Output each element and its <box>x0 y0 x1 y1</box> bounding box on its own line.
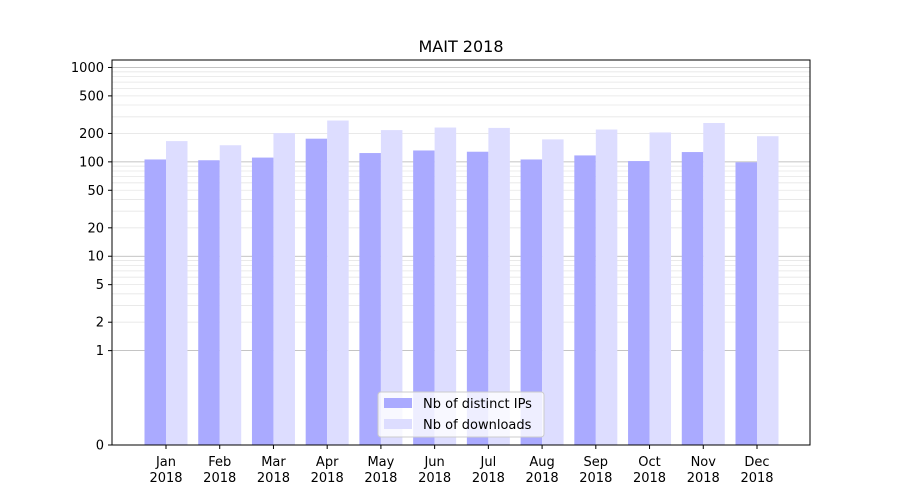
bar-downloads <box>595 129 618 446</box>
x-tick-label-year: 2018 <box>311 471 344 486</box>
legend-swatch <box>384 419 412 429</box>
bar-distinct-ips <box>251 157 274 446</box>
bar-distinct-ips <box>466 151 489 446</box>
x-tick-label-year: 2018 <box>740 471 773 486</box>
legend-box <box>377 391 545 438</box>
legend: Nb of distinct IPs Nb of downloads <box>377 391 545 438</box>
y-tick-label: 10 <box>87 250 104 265</box>
x-tick-label-year: 2018 <box>633 471 666 486</box>
x-tick-label-month: Apr <box>316 455 339 470</box>
x-tick-label-year: 2018 <box>418 471 451 486</box>
y-tick-label: 1000 <box>71 61 104 76</box>
bar-distinct-ips <box>198 160 220 445</box>
x-tick-label-year: 2018 <box>526 471 559 486</box>
bar-downloads <box>327 120 349 445</box>
x-tick-label-month: Sep <box>584 455 609 470</box>
x-tick-label-year: 2018 <box>149 471 182 486</box>
y-tick-label: 500 <box>79 89 104 104</box>
x-tick-label-month: Dec <box>744 455 769 470</box>
x-tick-label-year: 2018 <box>687 471 720 486</box>
bar-downloads <box>434 127 457 446</box>
bar-distinct-ips <box>144 159 166 445</box>
x-tick-label-month: Aug <box>529 455 554 470</box>
y-tick-label: 50 <box>87 184 104 199</box>
y-tick-label: 100 <box>79 155 104 170</box>
x-tick-label-month: May <box>367 455 394 470</box>
bar-distinct-ips <box>359 153 381 445</box>
bar-downloads <box>380 130 403 445</box>
y-tick-label: 0 <box>96 439 104 454</box>
y-tick-label: 5 <box>96 278 104 293</box>
bar-distinct-ips <box>681 152 704 445</box>
bar-distinct-ips <box>735 162 757 445</box>
x-tick-label-year: 2018 <box>203 471 236 486</box>
bar-downloads <box>703 123 725 445</box>
x-tick-label-month: Jan <box>155 455 176 470</box>
plot-frame <box>111 59 811 446</box>
y-tick-label: 1 <box>96 344 104 359</box>
x-tick-label-month: Feb <box>208 455 231 470</box>
x-tick-label-month: Oct <box>638 455 660 470</box>
legend-label: Nb of downloads <box>423 418 532 433</box>
x-tick-label-month: Mar <box>261 455 286 470</box>
bar-distinct-ips <box>413 150 435 445</box>
axes-layer: Jan2018Feb2018Mar2018Apr2018May2018Jun20… <box>71 61 774 486</box>
x-tick-label-month: Jul <box>480 455 497 470</box>
bar-distinct-ips <box>574 155 596 446</box>
y-tick-label: 2 <box>96 316 104 331</box>
y-tick-label: 20 <box>87 221 104 236</box>
legend-label: Nb of distinct IPs <box>423 397 532 412</box>
x-tick-label-year: 2018 <box>257 471 290 486</box>
chart-title: MAIT 2018 <box>418 37 503 56</box>
bar-distinct-ips <box>520 159 543 445</box>
x-tick-label-month: Nov <box>691 455 717 470</box>
bar-distinct-ips <box>628 161 650 445</box>
bar-downloads <box>166 141 188 446</box>
bar-downloads <box>273 133 295 445</box>
bar-downloads <box>219 145 242 445</box>
bar-downloads <box>488 127 510 445</box>
bar-downloads <box>649 132 672 445</box>
bar-distinct-ips <box>305 138 328 445</box>
bar-downloads <box>542 139 564 445</box>
legend-swatch <box>384 398 412 408</box>
x-tick-label-month: Jun <box>423 455 444 470</box>
x-tick-label-year: 2018 <box>364 471 397 486</box>
bar-downloads <box>757 136 779 446</box>
x-tick-label-year: 2018 <box>579 471 612 486</box>
bars-layer <box>144 120 779 446</box>
y-tick-label: 200 <box>79 127 104 142</box>
x-tick-label-year: 2018 <box>472 471 505 486</box>
